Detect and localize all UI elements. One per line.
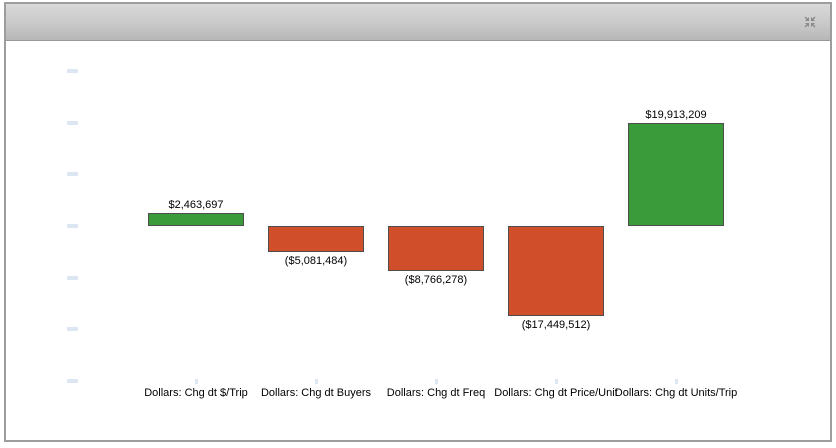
category-label: Dollars: Chg dt $/Trip	[144, 387, 248, 399]
category-label: Dollars: Chg dt Buyers	[260, 387, 372, 399]
chart-panel: $2,463,697 ($5,081,484) ($8,766,278) ($17,4…	[4, 2, 832, 442]
category-label: Dollars: Chg dt Freq	[386, 387, 486, 399]
bar-5[interactable]	[628, 123, 724, 226]
bar-value-label: $19,913,209	[645, 109, 707, 122]
category-label: Dollars: Chg dt Units/Trip	[614, 387, 738, 399]
panel-header	[6, 4, 830, 41]
x-axis-tick	[675, 379, 678, 384]
x-axis-tick	[435, 379, 438, 384]
bar-4[interactable]	[508, 226, 604, 317]
collapse-arrows-icon[interactable]	[802, 14, 818, 30]
y-axis-tick	[67, 379, 78, 383]
y-axis-tick	[67, 172, 78, 177]
bar-3[interactable]	[388, 226, 484, 272]
category-label: Dollars: Chg dt Price/Unit	[494, 387, 618, 399]
x-axis-tick	[195, 379, 198, 384]
y-axis-tick	[67, 68, 78, 73]
y-axis-tick	[67, 327, 78, 332]
y-axis-tick	[67, 224, 78, 228]
y-axis-tick	[67, 275, 78, 280]
bar-value-label: ($8,766,278)	[404, 274, 468, 287]
bar-1[interactable]	[148, 213, 244, 226]
bar-value-label: ($17,449,512)	[521, 319, 591, 332]
bar-value-label: ($5,081,484)	[284, 255, 348, 268]
bar-value-label: $2,463,697	[168, 199, 224, 212]
chart-area: $2,463,697 ($5,081,484) ($8,766,278) ($17,4…	[6, 41, 828, 438]
x-axis-tick	[555, 379, 558, 384]
bar-2[interactable]	[268, 226, 364, 253]
x-axis-tick	[315, 379, 318, 384]
y-axis-tick	[67, 120, 78, 125]
